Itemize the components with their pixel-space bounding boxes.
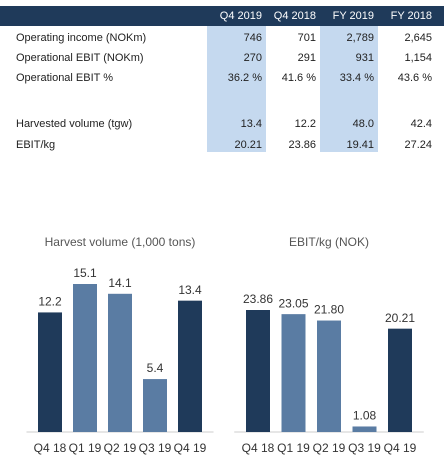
column-header: Q4 2019: [220, 10, 262, 22]
data-label: 1.08: [353, 409, 377, 423]
data-label: 14.1: [108, 276, 132, 290]
data-label: 20.21: [385, 311, 415, 325]
bar: [108, 293, 132, 432]
bar: [388, 328, 412, 432]
column-header: Q4 2018: [274, 10, 316, 22]
data-label: 12.2: [38, 295, 62, 309]
data-label: 5.4: [147, 361, 164, 375]
table-cell: 931: [356, 52, 374, 64]
column-header: FY 2018: [391, 10, 432, 22]
bar: [246, 310, 270, 432]
table-cell: 41.6 %: [282, 72, 316, 84]
x-tick-label: Q2 19: [104, 441, 137, 455]
x-tick-label: Q1 19: [69, 441, 102, 455]
bar: [73, 284, 97, 432]
data-label: 21.80: [314, 303, 344, 317]
x-tick-label: Q4 19: [174, 441, 207, 455]
data-label: 23.05: [278, 296, 308, 310]
table-header-bg: [0, 6, 444, 26]
table-cell: 23.86: [288, 139, 316, 151]
table-cell: 48.0: [353, 118, 374, 130]
data-label: 23.86: [243, 292, 273, 306]
bar: [281, 314, 306, 432]
table-cell: 2,789: [346, 32, 374, 44]
bar: [143, 379, 167, 432]
bar: [352, 426, 377, 432]
chart-title: EBIT/kg (NOK): [289, 235, 369, 249]
row-label: Operating income (NOKm): [16, 32, 146, 44]
table-cell: 270: [244, 52, 262, 64]
x-tick-label: Q1 19: [277, 441, 310, 455]
chart-title: Harvest volume (1,000 tons): [45, 235, 196, 249]
table-cell: 20.21: [234, 139, 262, 151]
column-highlight: [320, 26, 378, 152]
x-tick-label: Q2 19: [313, 441, 346, 455]
x-tick-label: Q4 19: [384, 441, 417, 455]
x-tick-label: Q4 18: [242, 441, 275, 455]
column-header: FY 2019: [333, 10, 374, 22]
x-tick-label: Q4 18: [34, 441, 67, 455]
row-label: Operational EBIT %: [16, 72, 113, 84]
row-label: Operational EBIT (NOKm): [16, 52, 144, 64]
table-cell: 746: [244, 32, 262, 44]
bar: [178, 300, 202, 432]
data-label: 13.4: [178, 283, 202, 297]
table-cell: 1,154: [404, 52, 432, 64]
table-cell: 12.2: [295, 118, 316, 130]
x-tick-label: Q3 19: [348, 441, 381, 455]
table-cell: 36.2 %: [228, 72, 262, 84]
bar: [317, 320, 341, 432]
table-cell: 13.4: [241, 118, 262, 130]
table-cell: 2,645: [404, 32, 432, 44]
bar: [38, 312, 62, 432]
table-cell: 43.6 %: [398, 72, 432, 84]
table-cell: 42.4: [411, 118, 432, 130]
table-cell: 27.24: [404, 139, 432, 151]
table-cell: 291: [298, 52, 316, 64]
row-label: EBIT/kg: [16, 139, 55, 151]
x-tick-label: Q3 19: [139, 441, 172, 455]
column-highlight: [207, 26, 266, 152]
table-cell: 701: [298, 32, 316, 44]
table-cell: 19.41: [346, 139, 374, 151]
data-label: 15.1: [73, 266, 97, 280]
row-label: Harvested volume (tgw): [16, 118, 132, 130]
table-cell: 33.4 %: [340, 72, 374, 84]
